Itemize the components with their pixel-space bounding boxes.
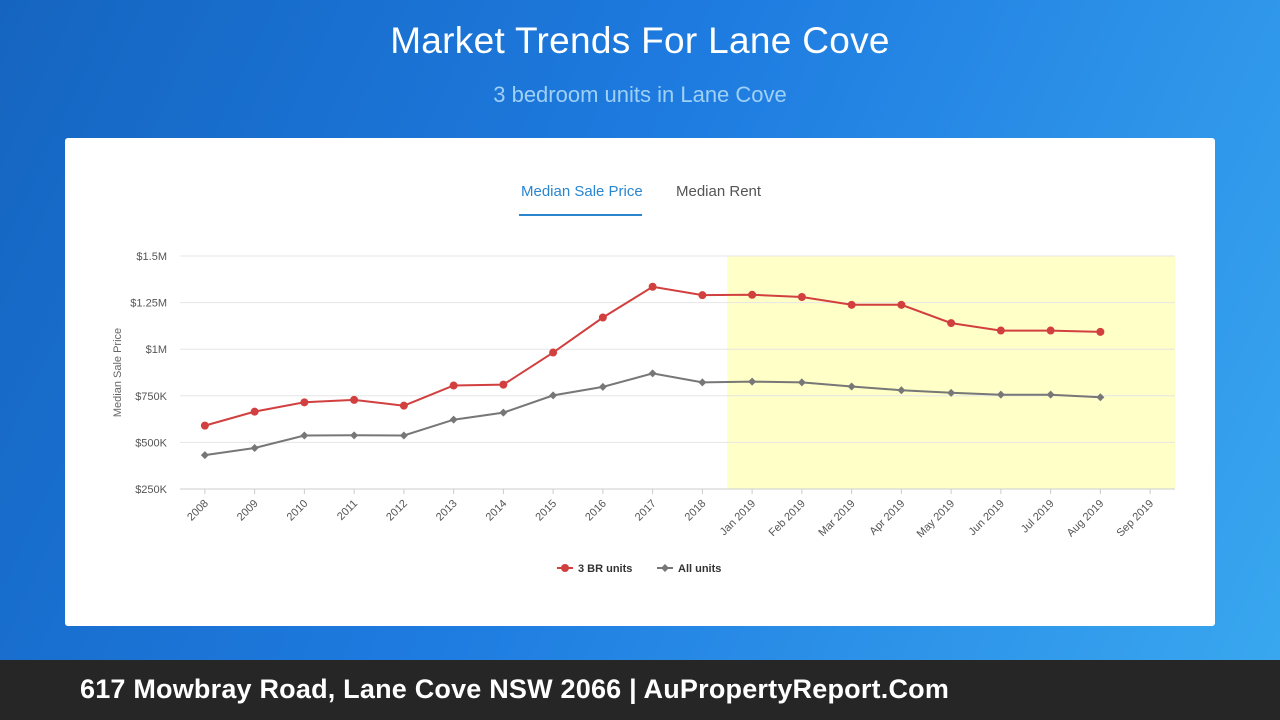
data-point-3br-units (549, 348, 558, 357)
x-tick-label: 2017 (633, 498, 659, 524)
data-point-all-units (300, 431, 309, 440)
x-tick-label: Jan 2019 (718, 498, 758, 538)
y-tick-label: $1M (146, 344, 167, 356)
x-tick-label: 2009 (235, 498, 261, 524)
data-point-3br-units (1096, 327, 1105, 336)
data-point-3br-units (748, 290, 757, 299)
tab-median-rent[interactable]: Median Rent (676, 183, 762, 200)
line-chart: $250K $500K $750K $1M $1.25M $1.5M Median Sale… (112, 251, 1175, 575)
x-tick-label: Jul 2019 (1019, 498, 1057, 536)
chart-area: $250K $500K $750K $1M $1.25M $1.5M Median Sale… (65, 138, 1215, 626)
chart-tabs: Median Sale Price Median Rent (65, 184, 1215, 220)
data-point-3br-units (947, 319, 956, 328)
legend-marker-all-units (661, 564, 669, 572)
footer-bar: 617 Mowbray Road, Lane Cove NSW 2066 | A… (0, 660, 1280, 720)
x-tick-label: Jun 2019 (967, 498, 1007, 538)
y-tick-label: $1.25M (130, 298, 167, 310)
data-point-3br-units (300, 398, 309, 407)
y-tick-label: $1.5M (136, 251, 167, 263)
x-tick-label: 2008 (185, 498, 211, 524)
data-point-all-units (499, 408, 508, 417)
x-tick-label: 2018 (683, 498, 709, 524)
data-point-3br-units (598, 313, 607, 322)
x-tick-label: Aug 2019 (1065, 498, 1107, 540)
data-point-all-units (399, 431, 408, 440)
data-point-3br-units (847, 300, 856, 309)
x-tick-label: 2013 (434, 498, 460, 524)
data-point-3br-units (698, 291, 707, 300)
x-tick-label: 2015 (533, 498, 559, 524)
legend-label-3br-units: 3 BR units (578, 563, 632, 575)
data-point-3br-units (399, 401, 408, 410)
data-point-3br-units (200, 421, 209, 430)
data-point-3br-units (897, 300, 906, 309)
data-point-all-units (897, 386, 906, 395)
footer-address: 617 Mowbray Road, Lane Cove NSW 2066 | A… (80, 674, 950, 704)
data-point-3br-units (1046, 326, 1055, 335)
x-tick-label: 2014 (484, 498, 510, 524)
data-point-all-units (797, 378, 806, 387)
data-point-3br-units (350, 395, 359, 404)
data-point-all-units (947, 388, 956, 397)
legend-label-all-units: All units (678, 563, 721, 575)
highlight-region (727, 256, 1175, 489)
data-point-all-units (598, 382, 607, 391)
chart-card: Median Sale Price Median Rent $250K $500K… (65, 138, 1215, 626)
x-tick-label: Sep 2019 (1114, 498, 1156, 540)
x-tick-label: 2012 (384, 498, 410, 524)
data-point-all-units (449, 415, 458, 424)
x-tick-label: 2016 (583, 498, 609, 524)
data-point-all-units (549, 391, 558, 400)
data-point-3br-units (648, 282, 657, 291)
data-point-all-units (748, 377, 757, 386)
x-tick-label: Mar 2019 (816, 498, 857, 539)
page-title: Market Trends For Lane Cove (390, 20, 890, 61)
data-point-3br-units (449, 381, 458, 390)
tab-median-sale-price[interactable]: Median Sale Price (521, 183, 643, 200)
y-tick-label: $250K (135, 484, 167, 496)
data-point-all-units (1096, 393, 1105, 402)
active-tab-underline (519, 214, 642, 216)
data-point-all-units (648, 369, 657, 378)
data-point-all-units (200, 451, 209, 460)
x-tick-label: May 2019 (915, 498, 958, 541)
y-tick-label: $500K (135, 437, 167, 449)
x-tick-label: Apr 2019 (867, 498, 907, 538)
y-axis-label: Median Sale Price (112, 328, 124, 417)
y-tick-label: $750K (135, 391, 167, 403)
data-point-3br-units (499, 380, 508, 389)
x-tick-label: Feb 2019 (767, 498, 808, 539)
x-tick-label: 2011 (335, 498, 360, 523)
data-point-all-units (847, 382, 856, 391)
data-point-all-units (350, 431, 359, 440)
data-point-all-units (250, 443, 259, 452)
data-point-3br-units (797, 293, 806, 302)
data-point-all-units (1046, 390, 1055, 399)
x-tick-label: 2010 (285, 498, 311, 524)
page-subtitle: 3 bedroom units in Lane Cove (493, 82, 787, 107)
data-point-all-units (698, 378, 707, 387)
data-point-3br-units (250, 407, 259, 416)
data-point-all-units (996, 390, 1005, 399)
data-point-3br-units (996, 326, 1005, 335)
legend-marker-3br-units (561, 564, 569, 572)
